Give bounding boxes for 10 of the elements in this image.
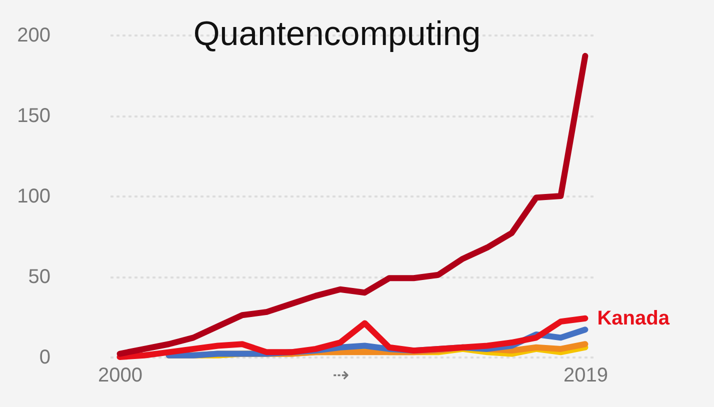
y-tick-label: 50: [28, 266, 50, 288]
x-tick-label: ⇢: [332, 364, 350, 386]
y-tick-label: 0: [39, 346, 50, 368]
y-tick-label: 200: [17, 24, 50, 46]
chart-title: Quantencomputing: [193, 15, 481, 53]
y-tick-label: 150: [17, 105, 50, 127]
y-tick-label: 100: [17, 186, 50, 208]
x-tick-label: 2000: [98, 364, 143, 386]
series-label: Kanada: [597, 307, 670, 330]
x-tick-label: 2019: [563, 364, 608, 386]
